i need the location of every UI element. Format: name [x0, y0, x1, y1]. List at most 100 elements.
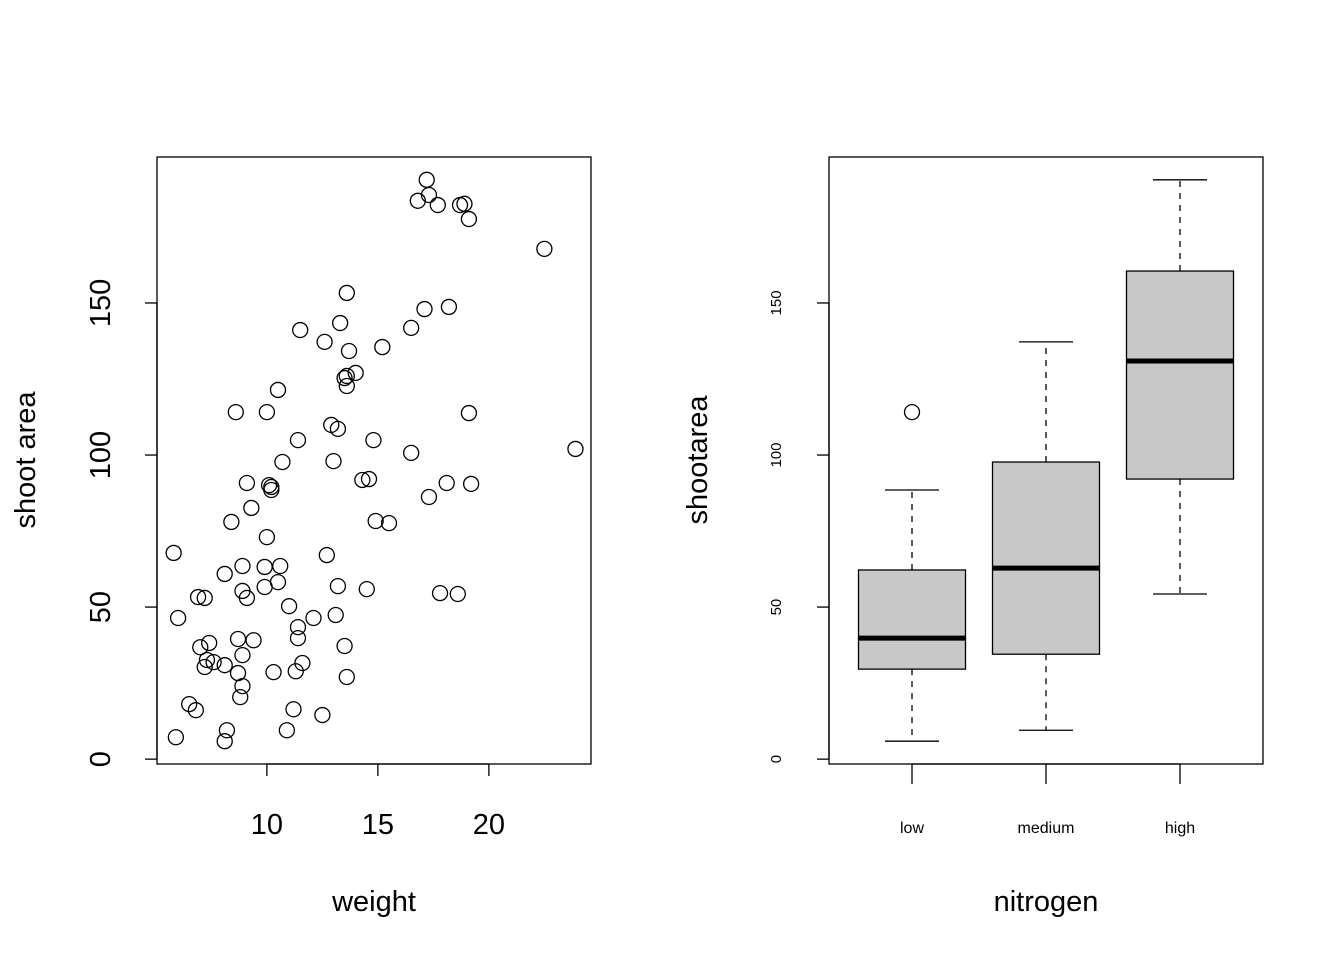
- data-point: [223, 513, 240, 531]
- x-tick-label: high: [1165, 820, 1195, 837]
- data-point: [196, 589, 213, 607]
- y-axis-label: shoot area: [10, 391, 42, 529]
- data-point: [216, 657, 233, 674]
- data-point: [278, 722, 296, 739]
- y-tick-label: 50: [85, 591, 117, 623]
- data-point: [227, 403, 244, 421]
- data-point: [460, 404, 478, 422]
- iqr-box: [857, 569, 967, 670]
- data-point: [365, 431, 382, 449]
- data-point: [294, 654, 311, 672]
- data-point: [358, 580, 375, 598]
- data-point: [331, 314, 349, 332]
- data-point: [367, 512, 384, 530]
- data-point: [232, 688, 249, 706]
- data-point: [338, 284, 355, 302]
- data-point: [456, 195, 473, 212]
- x-tick-label: 10: [251, 809, 283, 841]
- data-point: [318, 546, 335, 564]
- data-point: [234, 557, 251, 575]
- data-point: [234, 677, 251, 695]
- data-point: [287, 663, 304, 680]
- data-point: [420, 186, 438, 204]
- data-point: [460, 210, 478, 228]
- data-point: [272, 557, 289, 575]
- data-point: [187, 702, 204, 719]
- y-tick-label: 0: [768, 755, 785, 763]
- data-point: [165, 544, 182, 562]
- x-axis: 10 15 20: [251, 763, 505, 841]
- data-point: [314, 706, 331, 724]
- box-medium: [991, 341, 1101, 731]
- data-point: [374, 338, 391, 356]
- y-axis: 0 50 100 150: [85, 279, 158, 767]
- data-point: [347, 364, 364, 382]
- data-point: [462, 475, 480, 493]
- y-tick-label: 150: [768, 290, 785, 315]
- x-tick-label: 20: [473, 809, 505, 841]
- data-point: [280, 598, 298, 615]
- data-point: [325, 452, 342, 470]
- iqr-box: [991, 461, 1101, 655]
- data-point: [431, 584, 449, 602]
- data-point: [243, 499, 260, 517]
- data-point: [567, 440, 584, 458]
- data-point: [181, 695, 198, 713]
- data-point: [196, 658, 213, 676]
- data-point: [167, 729, 185, 746]
- data-point: [289, 619, 307, 636]
- scatter-panel: 10 15 20 0 50 100 150 weight shoot area: [10, 156, 592, 918]
- data-point: [338, 668, 355, 686]
- data-point: [269, 381, 287, 399]
- data-point: [292, 321, 309, 339]
- data-point: [238, 589, 256, 607]
- data-point: [256, 558, 273, 576]
- boxes: [857, 179, 1235, 742]
- data-point: [205, 653, 222, 671]
- y-tick-label: 150: [85, 279, 117, 327]
- data-point: [403, 444, 420, 462]
- data-point: [289, 431, 307, 449]
- data-point: [305, 609, 322, 627]
- data-point: [274, 453, 291, 471]
- scatter-points: [165, 171, 584, 750]
- data-point: [198, 651, 216, 669]
- data-point: [192, 639, 209, 656]
- data-point: [218, 722, 236, 739]
- y-tick-label: 50: [768, 599, 785, 616]
- data-point: [229, 630, 247, 648]
- y-tick-label: 0: [85, 751, 117, 767]
- data-point: [234, 646, 251, 664]
- x-axis-label: weight: [331, 886, 416, 918]
- data-point: [329, 577, 347, 595]
- iqr-box: [1125, 270, 1235, 480]
- data-point: [380, 514, 398, 532]
- data-point: [429, 196, 446, 214]
- x-axis: low medium high: [900, 763, 1195, 837]
- box-low: [857, 403, 967, 742]
- data-point: [329, 420, 347, 438]
- data-point: [416, 300, 433, 318]
- data-point: [338, 367, 355, 385]
- data-point: [354, 471, 371, 489]
- data-point: [536, 240, 553, 257]
- data-point: [216, 733, 233, 750]
- data-point: [258, 528, 276, 546]
- y-axis-label: shootarea: [682, 395, 714, 525]
- data-point: [216, 565, 233, 583]
- data-point: [340, 342, 358, 360]
- data-point: [169, 609, 187, 627]
- data-point: [338, 377, 355, 395]
- data-point: [238, 474, 256, 492]
- data-point: [327, 606, 344, 624]
- data-point: [316, 333, 333, 351]
- x-tick-label: low: [900, 820, 924, 837]
- data-point: [258, 403, 276, 421]
- y-axis: 0 50 100 150: [768, 290, 830, 763]
- plot-frame: [156, 156, 592, 765]
- boxplot-panel: low medium high 0 50 100 150 nitrogen shootar…: [682, 156, 1264, 918]
- x-tick-label: 15: [362, 809, 394, 841]
- data-point: [420, 488, 438, 506]
- data-point: [438, 474, 455, 492]
